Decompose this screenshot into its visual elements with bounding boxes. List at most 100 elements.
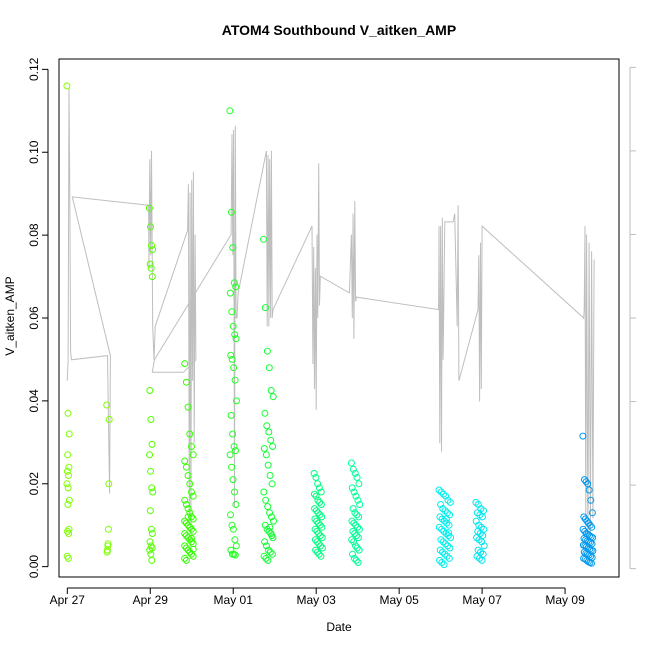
x-tick-label: May 07 <box>462 593 502 607</box>
data-point <box>146 546 154 554</box>
data-point <box>444 532 452 540</box>
data-point <box>182 378 190 386</box>
data-point <box>226 289 234 297</box>
data-point <box>64 451 72 459</box>
data-point <box>184 403 192 411</box>
data-point <box>182 532 190 540</box>
x-tick-label: May 09 <box>545 593 585 607</box>
data-point <box>266 472 274 479</box>
data-point <box>442 515 450 523</box>
axes-layer: Apr 27 Apr 29 May 01 May 03 May 05 May 07 May … <box>27 57 650 607</box>
data-point <box>262 554 270 562</box>
data-point <box>229 244 237 252</box>
data-point <box>445 529 453 537</box>
data-point <box>316 498 324 506</box>
data-point <box>312 492 320 500</box>
data-point <box>311 525 319 533</box>
data-point <box>228 308 236 316</box>
data-point <box>437 501 445 508</box>
data-point <box>442 492 450 500</box>
data-point <box>186 480 194 488</box>
data-point <box>444 496 452 504</box>
data-point <box>148 530 156 537</box>
data-point <box>265 428 273 436</box>
data-point <box>147 416 155 423</box>
data-point <box>441 540 449 548</box>
data-point <box>353 511 361 519</box>
data-point <box>436 556 444 564</box>
data-point <box>355 480 363 488</box>
data-point <box>186 509 194 517</box>
data-point <box>317 552 325 560</box>
data-point <box>65 530 73 537</box>
data-point <box>146 507 154 515</box>
data-point <box>260 552 268 560</box>
data-point <box>318 523 326 531</box>
data-point <box>189 545 197 553</box>
data-point <box>584 480 592 488</box>
data-point <box>105 480 113 488</box>
data-point <box>184 521 192 529</box>
data-point <box>266 548 274 556</box>
data-point <box>146 451 154 459</box>
y2-tick-label: 340 <box>647 141 650 161</box>
data-point <box>263 422 271 430</box>
data-point <box>351 509 359 517</box>
data-point <box>188 550 195 558</box>
chart-title: ATOM4 Southbound V_aitken_AMP <box>222 22 456 38</box>
data-point <box>148 484 156 492</box>
data-point <box>188 535 195 542</box>
data-point <box>148 273 156 281</box>
data-point <box>314 496 322 504</box>
data-point <box>103 548 111 556</box>
data-point <box>314 480 322 488</box>
data-point <box>315 550 323 558</box>
data-point <box>227 208 235 216</box>
data-point <box>587 496 595 504</box>
data-point <box>314 509 322 517</box>
data-point <box>439 538 447 546</box>
data-point <box>63 480 71 488</box>
data-point <box>229 525 237 533</box>
data-point <box>316 511 324 519</box>
data-point <box>356 501 364 508</box>
data-point <box>182 501 190 508</box>
data-point <box>270 517 277 525</box>
data-point <box>348 484 356 492</box>
data-point <box>356 525 363 533</box>
data-point <box>182 544 190 552</box>
y-axis-label: V_aitken_AMP <box>3 276 17 355</box>
data-point <box>350 538 358 546</box>
data-point <box>230 364 238 372</box>
y-tick-label: 0.04 <box>27 389 41 413</box>
data-point <box>226 451 234 459</box>
data-point <box>232 335 240 343</box>
data-point <box>443 552 451 560</box>
x-tick-label: May 05 <box>379 593 419 607</box>
data-point <box>354 523 362 531</box>
data-point <box>264 461 272 469</box>
data-point <box>445 554 453 562</box>
data-point <box>436 546 444 554</box>
data-point <box>229 322 237 330</box>
data-point <box>260 445 268 452</box>
data-point <box>64 409 72 417</box>
data-point <box>478 513 486 521</box>
data-point <box>312 507 320 515</box>
data-point <box>267 387 275 394</box>
data-point <box>233 397 240 405</box>
data-point <box>313 538 321 546</box>
data-point <box>189 527 197 535</box>
y-tick-label: 0.10 <box>27 140 41 164</box>
data-point <box>181 496 189 504</box>
data-point <box>349 505 357 513</box>
data-point <box>316 532 324 540</box>
data-point <box>266 523 274 531</box>
data-point <box>146 538 154 546</box>
data-point <box>148 556 156 564</box>
data-point <box>232 501 240 508</box>
data-point <box>350 519 358 527</box>
y2-tick-label: 300 <box>647 308 650 328</box>
